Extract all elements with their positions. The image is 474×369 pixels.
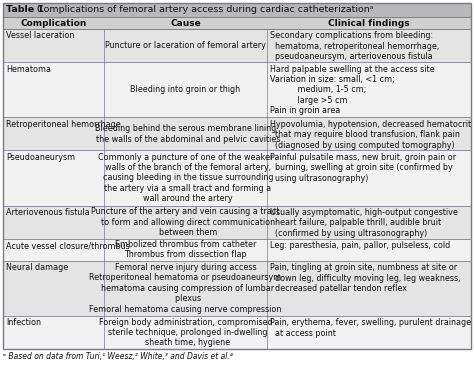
Bar (3, 261, 471, 316)
Bar (3, 316, 471, 349)
Text: Painful pulsatile mass, new bruit, groin pain or
  burning, swelling at groin si: Painful pulsatile mass, new bruit, groin… (271, 153, 456, 183)
Bar (3, 3, 471, 17)
Bar (3, 17, 471, 29)
Bar (3, 151, 471, 206)
Text: Infection: Infection (6, 318, 41, 327)
Text: Commonly a puncture of one of the weaker
  walls of the branch of the femoral ar: Commonly a puncture of one of the weaker… (98, 153, 273, 203)
Text: Acute vessel closure/thrombus: Acute vessel closure/thrombus (6, 241, 130, 250)
Bar (3, 117, 471, 151)
Text: Pain, erythema, fever, swelling, purulent drainage
  at access point: Pain, erythema, fever, swelling, purulen… (271, 318, 472, 338)
Bar (3, 239, 471, 261)
Text: Embolized thrombus from catheter
Thrombus from dissection flap: Embolized thrombus from catheter Thrombu… (115, 240, 256, 259)
Text: Secondary complications from bleeding:
  hematoma, retroperitoneal hemorrhage,
 : Secondary complications from bleeding: h… (271, 31, 440, 61)
Text: Usually asymptomatic, high-output congestive
  heart failure, palpable thrill, a: Usually asymptomatic, high-output conges… (271, 208, 458, 238)
Text: Pain, tingling at groin site, numbness at site or
  down leg, difficulty moving : Pain, tingling at groin site, numbness a… (271, 263, 461, 293)
Text: ᵃ Based on data from Turi,¹ Weesz,² White,³ and Davis et al.⁴: ᵃ Based on data from Turi,¹ Weesz,² Whit… (3, 352, 233, 361)
Text: Retroperitoneal hemorrhage: Retroperitoneal hemorrhage (6, 120, 121, 129)
Text: Hypovolumia, hypotension, decreased hematocrit
  that may require blood transfus: Hypovolumia, hypotension, decreased hema… (271, 120, 472, 149)
Text: Neural damage: Neural damage (6, 263, 68, 272)
Text: Bleeding behind the serous membrane lining
  the walls of the abdominal and pelv: Bleeding behind the serous membrane lini… (91, 124, 280, 144)
Text: Hard palpable swelling at the access site
Variation in size: small, <1 cm;
     : Hard palpable swelling at the access sit… (271, 65, 435, 115)
Text: Clinical findings: Clinical findings (328, 18, 410, 28)
Bar (3, 29, 471, 62)
Text: Pseudoaneurysm: Pseudoaneurysm (6, 153, 75, 162)
Text: Complications of femoral artery access during cardiac catheterizationᵃ: Complications of femoral artery access d… (31, 6, 373, 14)
Text: Arteriovenous fistula: Arteriovenous fistula (6, 208, 90, 217)
Text: Vessel laceration: Vessel laceration (6, 31, 74, 41)
Text: Puncture of the artery and vein causing a tract
  to form and allowing direct co: Puncture of the artery and vein causing … (91, 207, 280, 237)
Text: Femoral nerve injury during access
Retroperitoneal hematoma or pseudoaneursym
  : Femoral nerve injury during access Retro… (89, 263, 282, 314)
Text: Table 1: Table 1 (6, 6, 44, 14)
Text: Foreign body administration, compromised
  sterile technique, prolonged in-dwell: Foreign body administration, compromised… (99, 318, 273, 347)
Text: Bleeding into groin or thigh: Bleeding into groin or thigh (130, 85, 241, 94)
Bar (3, 206, 471, 239)
Text: Leg: paresthesia, pain, pallor, pulseless, cold: Leg: paresthesia, pain, pallor, pulseles… (271, 241, 451, 250)
Text: Puncture or laceration of femoral artery: Puncture or laceration of femoral artery (105, 41, 266, 50)
Text: Hematoma: Hematoma (6, 65, 51, 73)
Bar (3, 62, 471, 117)
Text: Cause: Cause (170, 18, 201, 28)
Text: Complication: Complication (20, 18, 86, 28)
